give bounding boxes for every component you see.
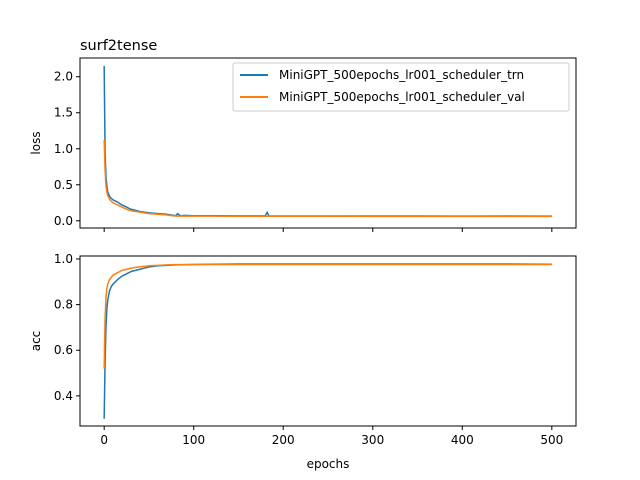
acc-xtick-label: 0 (100, 433, 108, 447)
acc-series-line-val (103, 263, 552, 369)
acc-axis-ticks: 0 100 200 300 400 500 0.4 0.6 0.8 1.0 (54, 252, 563, 447)
acc-plot-frame (79, 255, 577, 427)
acc-panel: acc epochs 0 100 200 300 400 500 0.4 0.6 0.8 1.0 (29, 252, 577, 471)
loss-axis-ticks: 0.0 0.5 1.0 1.5 2.0 (54, 70, 553, 232)
acc-xtick-label: 400 (451, 433, 474, 447)
legend-box (232, 62, 570, 112)
loss-series-lines (103, 65, 552, 218)
loss-ytick-label: 2.0 (54, 70, 73, 84)
acc-xtick-label: 300 (361, 433, 384, 447)
acc-series-lines (103, 263, 552, 419)
loss-ytick-label: 1.5 (54, 106, 73, 120)
loss-ylabel: loss (29, 131, 43, 154)
loss-ytick-label: 1.0 (54, 142, 73, 156)
chart-title: surf2tense (80, 38, 157, 54)
loss-panel: surf2tense loss 0.0 0.5 1.0 1.5 2.0 MiniGPT_… (29, 38, 577, 232)
acc-ylabel: acc (29, 331, 43, 352)
acc-ytick-label: 0.6 (54, 343, 73, 357)
loss-series-line-val (103, 140, 552, 218)
legend-label-val: MiniGPT_500epochs_lr001_scheduler_val (279, 90, 525, 104)
legend-label-trn: MiniGPT_500epochs_lr001_scheduler_trn (279, 68, 524, 82)
acc-ytick-label: 0.4 (54, 389, 73, 403)
loss-ytick-label: 0.0 (54, 214, 73, 228)
acc-xtick-label: 100 (182, 433, 205, 447)
acc-ytick-label: 1.0 (54, 252, 73, 266)
loss-legend: MiniGPT_500epochs_lr001_scheduler_trn Mi… (232, 62, 570, 112)
acc-xlabel: epochs (307, 457, 350, 471)
loss-ytick-label: 0.5 (54, 178, 73, 192)
loss-plot-frame (79, 57, 577, 229)
acc-ytick-label: 0.8 (54, 298, 73, 312)
acc-xtick-label: 500 (540, 433, 563, 447)
acc-xtick-label: 200 (272, 433, 295, 447)
